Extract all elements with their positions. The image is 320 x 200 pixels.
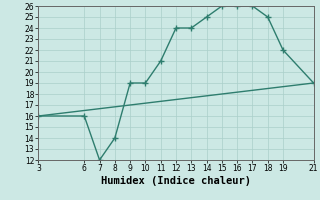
X-axis label: Humidex (Indice chaleur): Humidex (Indice chaleur) (101, 176, 251, 186)
